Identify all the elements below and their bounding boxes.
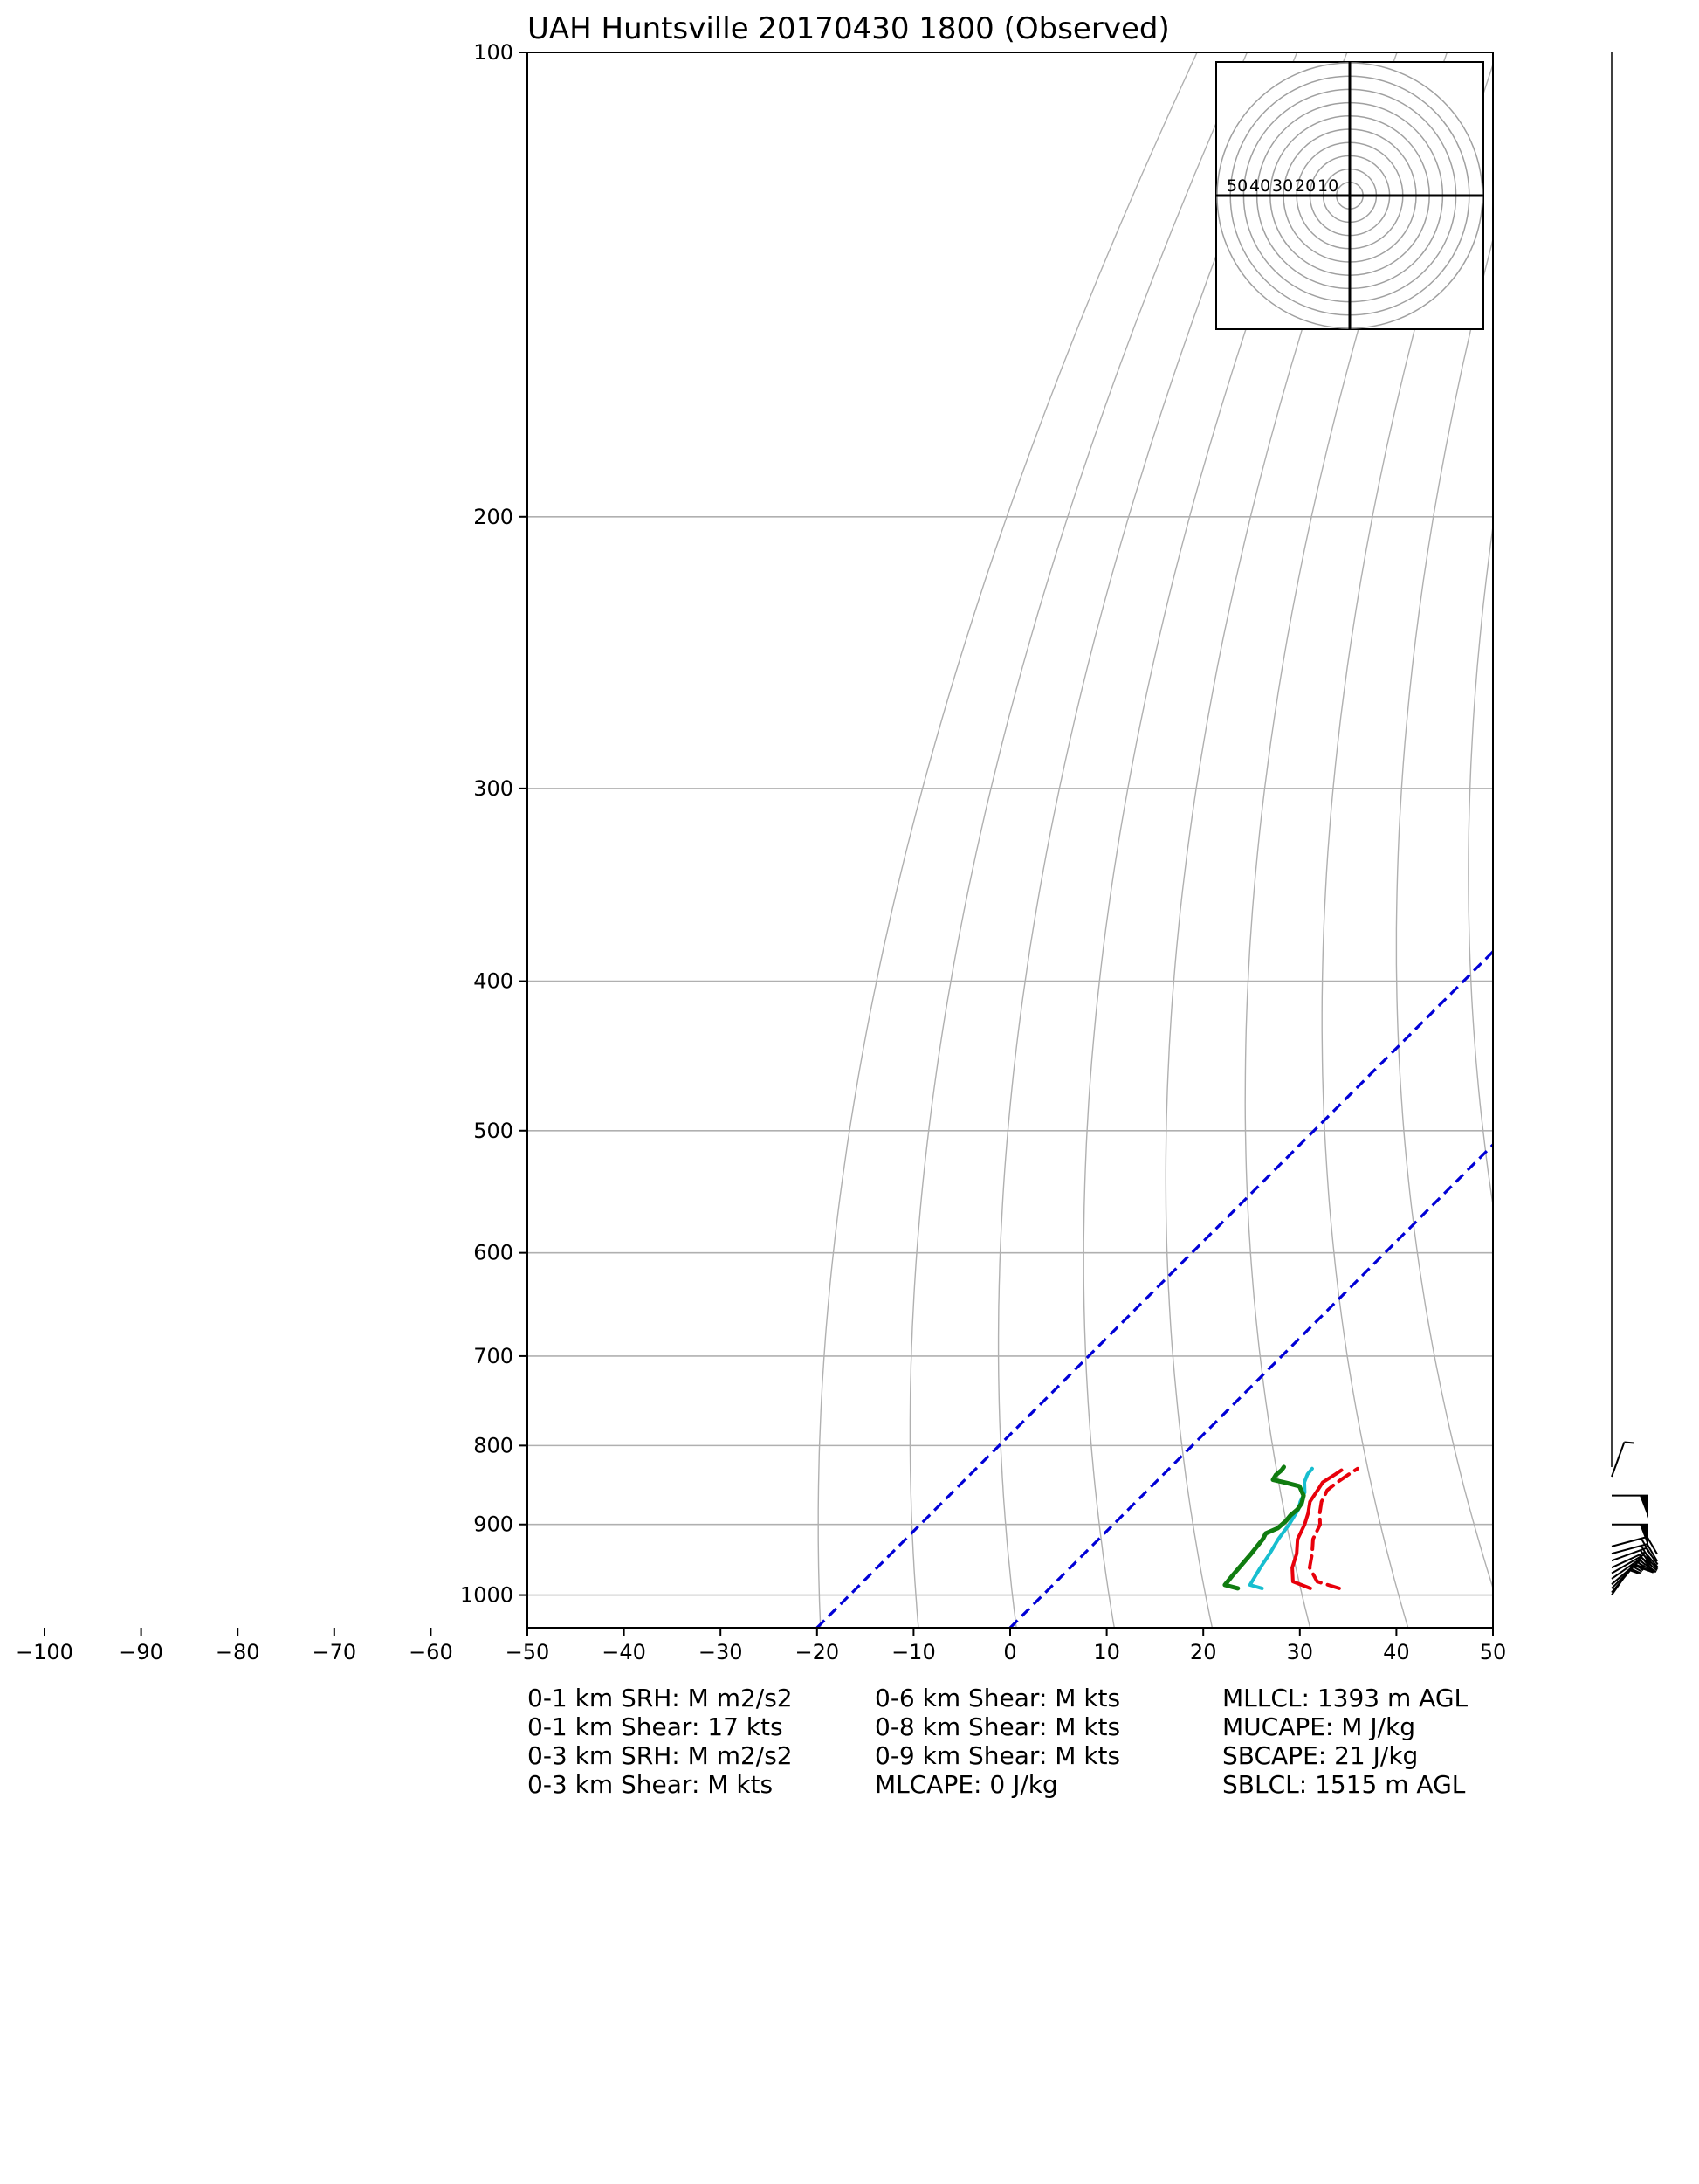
barb-shaft bbox=[1611, 1556, 1642, 1580]
pressure-tick-label: 200 bbox=[473, 505, 513, 529]
stat-mllcl: MLLCL: 1393 m AGL bbox=[1222, 1684, 1469, 1712]
pressure-tick-label: 400 bbox=[473, 969, 513, 994]
wind-barb bbox=[1612, 1523, 1648, 1547]
dewpoint-trace bbox=[1222, 1464, 1306, 1591]
barb-shaft bbox=[1611, 1442, 1626, 1478]
barb-flag bbox=[1641, 1557, 1658, 1572]
stat-shear-0-8km: 0-8 km Shear: M kts bbox=[875, 1712, 1121, 1741]
stats-column-3: MLLCL: 1393 m AGL MUCAPE: M J/kg SBCAPE:… bbox=[1222, 1684, 1468, 1799]
stat-mlcape: MLCAPE: 0 J/kg bbox=[875, 1770, 1058, 1799]
isotherm-dashed-line bbox=[1008, 1142, 1493, 1628]
barb-flag bbox=[1646, 1543, 1658, 1562]
stat-sbcape: SBCAPE: 21 J/kg bbox=[1222, 1741, 1419, 1770]
dry-adiabat bbox=[1468, 521, 1493, 1209]
temperature-tick-label: −60 bbox=[409, 1640, 453, 1664]
pressure-tick-label: 900 bbox=[473, 1512, 513, 1537]
barb-shaft bbox=[1611, 1564, 1634, 1596]
dry-adiabat bbox=[1672, 52, 1699, 1628]
hodograph-ring-label: 30 bbox=[1272, 176, 1293, 196]
dry-adiabat bbox=[909, 52, 1248, 1628]
barb-flag bbox=[1639, 1560, 1657, 1574]
barb-flag bbox=[1637, 1561, 1655, 1574]
temperature-tick-label: −50 bbox=[506, 1640, 550, 1664]
chart-title: UAH Huntsville 20170430 1800 (Observed) bbox=[527, 11, 1170, 46]
dry-adiabat bbox=[1606, 52, 1699, 1628]
temperature-tick-label: −90 bbox=[119, 1640, 163, 1664]
stat-shear-0-9km: 0-9 km Shear: M kts bbox=[875, 1741, 1121, 1770]
temperature-tick-label: −80 bbox=[216, 1640, 260, 1664]
dry-adiabat bbox=[1083, 52, 1348, 1628]
stat-shear-0-1km: 0-1 km Shear: 17 kts bbox=[527, 1712, 783, 1741]
temperature-tick-label: 20 bbox=[1190, 1640, 1217, 1664]
pressure-tick-label: 800 bbox=[473, 1433, 513, 1457]
hodograph-ring-label: 50 bbox=[1227, 176, 1248, 196]
hodograph-ring-label: 10 bbox=[1317, 176, 1338, 196]
wind-barb bbox=[1611, 1441, 1634, 1478]
stats-column-2: 0-6 km Shear: M kts 0-8 km Shear: M kts … bbox=[875, 1684, 1120, 1799]
hodograph-inset: 50 40 30 20 10 bbox=[1215, 61, 1484, 330]
barb-flag bbox=[1645, 1547, 1659, 1566]
hodograph-ring-label: 20 bbox=[1295, 176, 1316, 196]
dry-adiabat bbox=[997, 52, 1298, 1628]
virtual_temperature-trace bbox=[1308, 1466, 1359, 1590]
temperature-tick-label: 50 bbox=[1480, 1640, 1507, 1664]
dry-adiabat bbox=[1321, 62, 1493, 1628]
temperature-tick-label: −10 bbox=[891, 1640, 936, 1664]
stat-mucape: MUCAPE: M J/kg bbox=[1222, 1712, 1416, 1741]
isotherm-dashed-line bbox=[815, 949, 1493, 1628]
stats-column-1: 0-1 km SRH: M m2/s2 0-1 km Shear: 17 kts… bbox=[527, 1684, 793, 1799]
dry-adiabat bbox=[1538, 52, 1699, 1628]
temperature-tick-label: 0 bbox=[1003, 1640, 1016, 1664]
temperature-tick-label: −100 bbox=[16, 1640, 73, 1664]
sounding-traces bbox=[1222, 1464, 1359, 1591]
pressure-tick-label: 300 bbox=[473, 776, 513, 801]
wetbulb-trace bbox=[1248, 1466, 1314, 1590]
barb-flag bbox=[1644, 1551, 1659, 1568]
stat-shear-0-6km: 0-6 km Shear: M kts bbox=[875, 1684, 1121, 1712]
temperature-trace bbox=[1290, 1468, 1344, 1590]
wind-barb bbox=[1611, 1564, 1652, 1596]
temperature-tick-label: 30 bbox=[1287, 1640, 1314, 1664]
pressure-tick-label: 100 bbox=[473, 40, 513, 65]
wind-barb-column bbox=[1611, 52, 1659, 1596]
barb-flag bbox=[1642, 1554, 1659, 1570]
temperature-tick-label: 40 bbox=[1383, 1640, 1410, 1664]
stat-srh-0-3km: 0-3 km SRH: M m2/s2 bbox=[527, 1741, 793, 1770]
stat-srh-0-1km: 0-1 km SRH: M m2/s2 bbox=[527, 1684, 793, 1712]
pressure-tick-label: 1000 bbox=[460, 1583, 513, 1608]
hodograph-ring-label: 40 bbox=[1249, 176, 1270, 196]
stat-sblcl: SBLCL: 1515 m AGL bbox=[1222, 1770, 1466, 1799]
barb-half-flag bbox=[1628, 1568, 1640, 1574]
temperature-tick-label: 10 bbox=[1093, 1640, 1120, 1664]
barb-flag bbox=[1646, 1536, 1658, 1555]
pressure-tick-label: 600 bbox=[473, 1241, 513, 1265]
temperature-tick-label: −70 bbox=[312, 1640, 356, 1664]
pressure-tick-label: 700 bbox=[473, 1344, 513, 1368]
dry-adiabat bbox=[817, 52, 1198, 1628]
pressure-tick-label: 500 bbox=[473, 1119, 513, 1143]
barb-pennant bbox=[1640, 1524, 1648, 1547]
barb-half-flag bbox=[1631, 1567, 1641, 1574]
barb-pennant bbox=[1640, 1495, 1648, 1519]
temperature-tick-label: −20 bbox=[794, 1640, 839, 1664]
stat-shear-0-3km: 0-3 km Shear: M kts bbox=[527, 1770, 774, 1799]
barb-half-flag bbox=[1633, 1566, 1643, 1573]
barb-flag bbox=[1632, 1564, 1652, 1573]
wind-barb bbox=[1612, 1494, 1648, 1519]
temperature-tick-label: −40 bbox=[602, 1640, 646, 1664]
plot-grid bbox=[527, 52, 1699, 1628]
temperature-tick-label: −30 bbox=[698, 1640, 743, 1664]
dry-adiabat bbox=[1165, 52, 1398, 1628]
